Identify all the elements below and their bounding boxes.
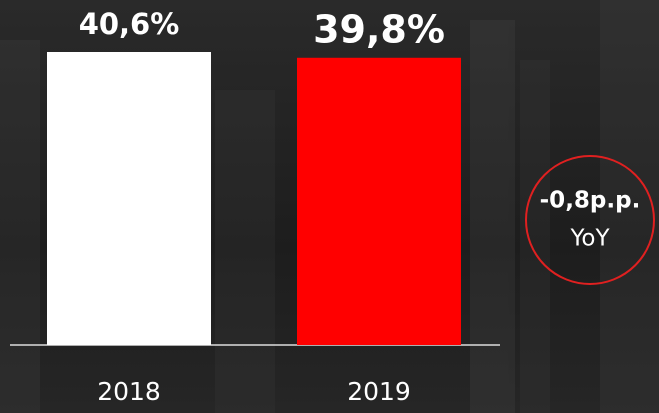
- annotation-circle: [525, 155, 655, 285]
- annotation-subtext: YoY: [569, 226, 610, 252]
- bar: [297, 57, 461, 345]
- bar: [47, 52, 211, 345]
- x-tick-label: 2019: [347, 377, 411, 406]
- annotation-text: -0,8p.p.: [540, 188, 641, 214]
- x-tick-label: 2018: [97, 377, 161, 406]
- value-label: 40,6%: [79, 7, 180, 41]
- value-label: 39,8%: [313, 7, 445, 51]
